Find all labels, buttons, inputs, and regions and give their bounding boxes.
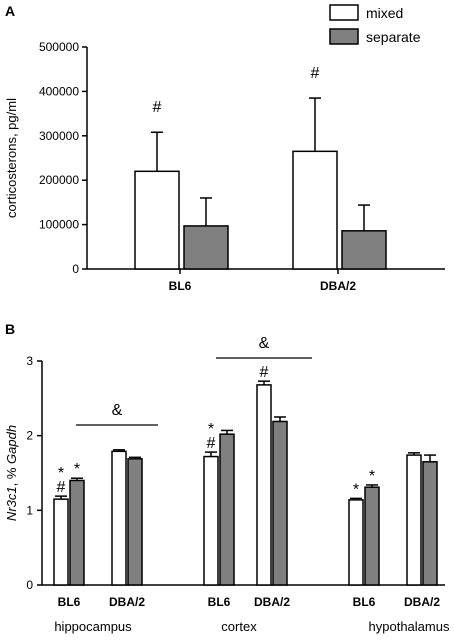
panel-b-region-label: hippocampus xyxy=(54,619,132,634)
panel-a-y-tick-label: 500000 xyxy=(39,40,79,54)
panel-b-y-axis-label: Nr3c1, % Gapdh xyxy=(4,425,19,521)
panel-b-comparison-mark: & xyxy=(259,335,270,352)
panel-b-category-label: BL6 xyxy=(58,595,81,609)
panel-b-y-axis-label-ref: Gapdh xyxy=(4,425,19,464)
panel-b-category-label: BL6 xyxy=(208,595,231,609)
panel-b-bar-mixed xyxy=(53,498,69,586)
panel-b-bar-separate xyxy=(364,486,380,586)
panel-b-significance-mark: # xyxy=(207,435,216,452)
panel-b-region-label: hypothalamus xyxy=(369,619,450,634)
panel-b-significance-mark: * xyxy=(58,465,64,482)
panel-b-y-axis-label-gene: Nr3c1 xyxy=(4,486,19,521)
panel-a-y-tick-label: 400000 xyxy=(39,84,79,98)
panel-b-significance-mark: # xyxy=(260,364,269,381)
panel-b-y-axis-label-mid: , % xyxy=(4,464,19,486)
legend-label-separate: separate xyxy=(366,29,421,45)
panel-b-bar-mixed xyxy=(348,499,364,586)
panel-b-category-label: DBA/2 xyxy=(109,595,145,609)
panel-b-category-label: DBA/2 xyxy=(404,595,440,609)
panel-a-y-tick-label: 0 xyxy=(72,262,79,276)
panel-b-bar-separate xyxy=(219,433,235,586)
panel-b-y-tick-label: 2 xyxy=(26,429,33,443)
panel-a-significance-mark: # xyxy=(153,99,162,116)
legend-swatch-mixed xyxy=(329,4,359,21)
panel-b-bar-mixed xyxy=(256,384,272,586)
panel-a-y-tick-label: 100000 xyxy=(39,218,79,232)
panel-b-bar-separate xyxy=(127,458,143,586)
panel-b-y-tick-label: 3 xyxy=(26,354,33,368)
panel-a-y-tick-label: 300000 xyxy=(39,129,79,143)
panel-b-comparison-mark: & xyxy=(112,402,123,419)
panel-a-bar-separate xyxy=(341,230,387,270)
panel-a-y-tick-label: 200000 xyxy=(39,173,79,187)
panel-a-category-label: DBA/2 xyxy=(320,279,356,293)
panel-b-bar-mixed xyxy=(203,455,219,586)
panel-b-y-tick-label: 0 xyxy=(26,578,33,592)
panel-a-y-axis-label: corticosterons, pg/ml xyxy=(4,98,19,218)
panel-b-significance-mark: * xyxy=(369,468,375,485)
panel-a-category-label: BL6 xyxy=(169,279,192,293)
panel-b-region-label: cortex xyxy=(221,619,257,634)
panel-b-category-label: DBA/2 xyxy=(254,595,290,609)
panel-b-bar-separate xyxy=(272,420,288,586)
panel-b-significance-mark: * xyxy=(353,481,359,498)
panel-b-bar-separate xyxy=(69,479,85,586)
panel-b-y-tick-label: 1 xyxy=(26,503,33,517)
panel-a-bar-separate xyxy=(183,225,229,270)
panel-b-significance-mark: * xyxy=(74,461,80,478)
panel-a-bar-mixed xyxy=(292,150,338,270)
panel-b-category-label: BL6 xyxy=(353,595,376,609)
panel-a-bar-mixed xyxy=(134,170,180,270)
legend-label-mixed: mixed xyxy=(366,5,403,21)
panel-a-letter: A xyxy=(5,3,15,19)
panel-b-significance-mark: # xyxy=(57,479,66,496)
panel-b-bar-mixed xyxy=(111,450,127,586)
legend-swatch-separate xyxy=(329,28,359,45)
panel-b-letter: B xyxy=(5,321,15,337)
panel-b-bar-mixed xyxy=(406,454,422,586)
panel-a-significance-mark: # xyxy=(311,65,320,82)
panel-b-significance-mark: * xyxy=(208,421,214,438)
panel-b-bar-separate xyxy=(422,461,438,586)
